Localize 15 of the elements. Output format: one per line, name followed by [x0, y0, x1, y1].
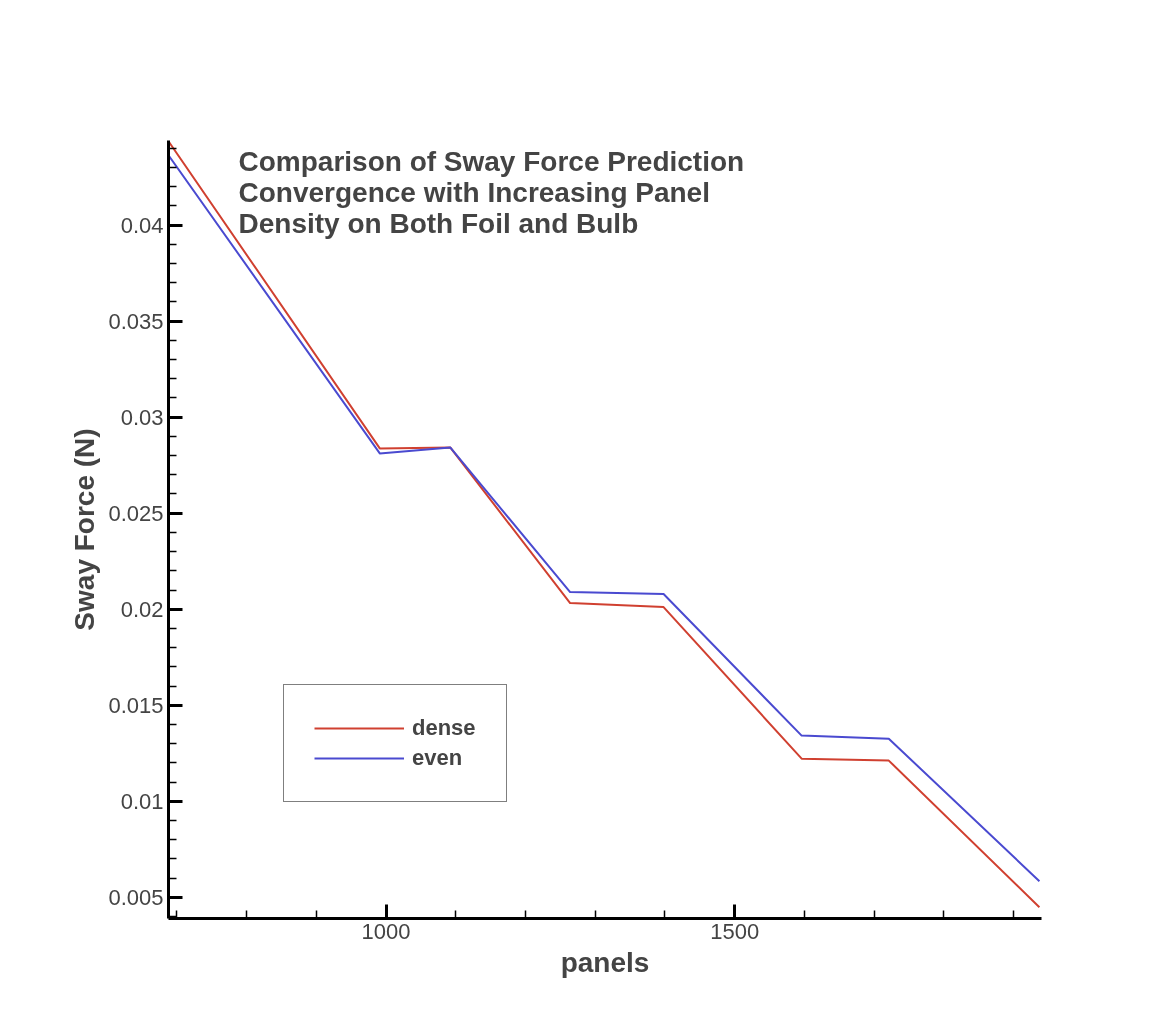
y-tick-label: 0.025 [108, 500, 164, 526]
y-axis-title: Sway Force (N) [69, 428, 101, 631]
x-tick-label: 1500 [710, 918, 760, 944]
y-tick-label: 0.035 [108, 308, 164, 334]
y-tick-label: 0.01 [120, 788, 164, 814]
legend-label: even [412, 745, 463, 771]
y-tick-label: 0.03 [120, 404, 164, 430]
y-tick-label: 0.04 [120, 212, 164, 238]
y-tick-label: 0.02 [120, 596, 164, 622]
y-tick-label: 0.005 [108, 884, 164, 910]
y-tick-label: 0.015 [108, 692, 164, 718]
x-tick-label: 1000 [361, 918, 411, 944]
x-axis-title: panels [560, 946, 650, 978]
legend-label: dense [412, 715, 476, 741]
text: Comparison of Sway Force Prediction Convergence with Increasing Panel Density on Both Foil and Bulb [238, 145, 745, 239]
